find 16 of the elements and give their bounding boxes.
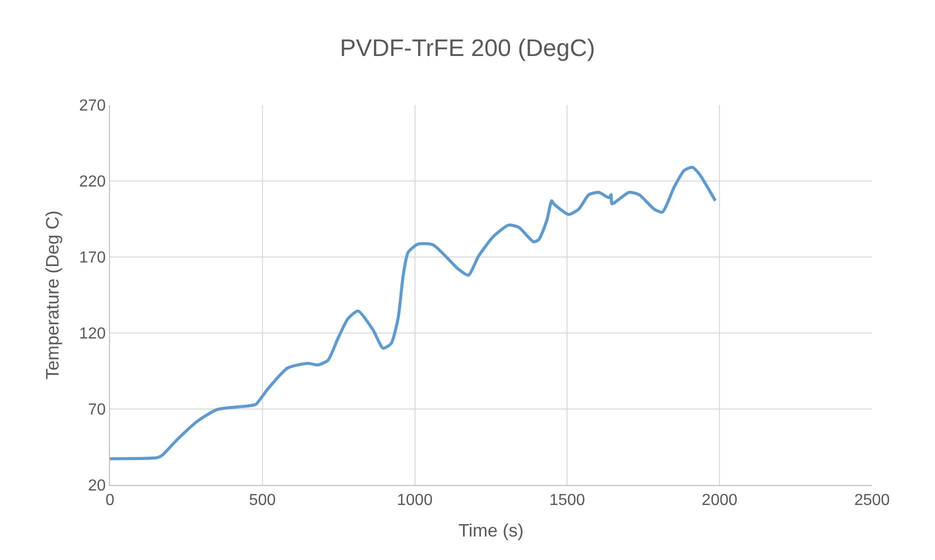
y-tick-label: 20 (88, 478, 106, 495)
x-tick-label: 500 (249, 492, 276, 510)
y-tick-label: 270 (79, 98, 106, 115)
x-tick-label: 2000 (702, 492, 738, 510)
x-tick-label: 2500 (854, 492, 890, 510)
y-axis-title: Temperature (Deg C) (42, 210, 62, 380)
chart-title: PVDF-TrFE 200 (DegC) (340, 35, 596, 62)
x-tick-label: 0 (106, 492, 115, 510)
x-tick-label: 1500 (549, 492, 586, 510)
x-axis-title: Time (s) (458, 520, 524, 540)
x-tick-label: 1000 (397, 492, 433, 510)
y-tick-label: 120 (79, 326, 106, 343)
y-tick-label: 70 (88, 402, 106, 419)
line-series (110, 166, 717, 460)
y-tick-label: 220 (79, 174, 106, 191)
y-tick-label: 170 (79, 250, 106, 267)
